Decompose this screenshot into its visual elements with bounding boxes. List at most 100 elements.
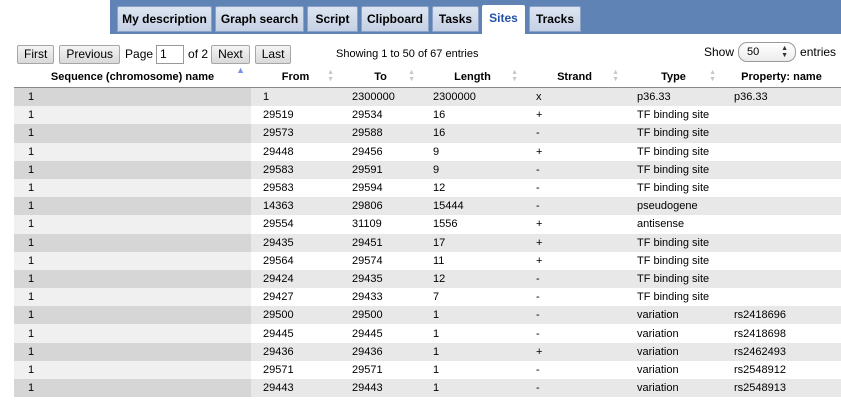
column-header-from[interactable]: From ▲ ▼	[251, 67, 340, 88]
cell-sequence-name: 1	[14, 106, 251, 125]
sites-table: Sequence (chromosome) name ▲ From ▲ ▼ To ▲ ▼ …	[14, 67, 841, 398]
table-header-row: Sequence (chromosome) name ▲ From ▲ ▼ To ▲ ▼ …	[14, 67, 841, 88]
cell-strand: -	[524, 178, 625, 198]
cell-from: 29445	[251, 324, 340, 343]
cell-from: 1	[251, 87, 340, 107]
column-header-label: To	[374, 71, 387, 83]
cell-strand: -	[524, 288, 625, 307]
previous-page-button[interactable]: Previous	[59, 44, 121, 64]
cell-strand: +	[524, 142, 625, 161]
cell-property-name	[722, 251, 841, 270]
cell-from: 29435	[251, 233, 340, 252]
table-row[interactable]: 1 29583 29594 12- TF binding site	[14, 178, 841, 198]
cell-property-name	[722, 233, 841, 252]
table-row[interactable]: 1 1 2300000 2300000 x p36.33 p36.33	[14, 87, 841, 107]
cell-from: 29500	[251, 306, 340, 325]
cell-property-name: p36.33	[722, 87, 841, 107]
tab-graph-search[interactable]: Graph search	[215, 6, 304, 32]
cell-from: 29583	[251, 178, 340, 198]
cell-sequence-name: 1	[14, 142, 251, 161]
column-header-property-name[interactable]: Property: name	[722, 67, 841, 88]
cell-to: 29534	[340, 106, 421, 125]
page-size-value: 50	[747, 46, 760, 58]
cell-to: 29436	[340, 342, 421, 361]
cell-strand: -	[524, 324, 625, 343]
cell-to: 29500	[340, 306, 421, 325]
cell-length: 1	[421, 306, 524, 325]
cell-property-name	[722, 106, 841, 125]
page-size-select[interactable]: 50 ▲ ▼	[738, 42, 797, 62]
column-header-length[interactable]: Length ▲ ▼	[421, 67, 524, 88]
cell-from: 29436	[251, 342, 340, 361]
cell-length: 1	[421, 342, 524, 361]
table-row[interactable]: 1 29573 29588 16- TF binding site	[14, 124, 841, 143]
pagination: First Previous Page of 2 Next Last	[17, 44, 296, 64]
cell-strand: -	[524, 160, 625, 179]
cell-from: 29519	[251, 106, 340, 125]
table-row[interactable]: 1 29436 29436 1 + variation rs2462493	[14, 342, 841, 361]
tab-sites[interactable]: Sites	[482, 5, 525, 34]
sort-icon: ▲ ▼	[511, 69, 518, 83]
tab-tasks[interactable]: Tasks	[432, 6, 479, 32]
next-page-button[interactable]: Next	[211, 44, 250, 64]
cell-strand: -	[524, 197, 625, 216]
cell-length: 11	[421, 251, 524, 270]
tab-my-description[interactable]: My description	[117, 6, 212, 32]
tab-tracks[interactable]: Tracks	[529, 6, 581, 32]
show-label: Show	[704, 45, 735, 59]
table-row[interactable]: 1 29583 29591 9- TF binding site	[14, 160, 841, 179]
cell-from: 29554	[251, 215, 340, 234]
cell-property-name: rs2418698	[722, 324, 841, 343]
cell-sequence-name: 1	[14, 215, 251, 234]
table-row[interactable]: 1 29571 29571 1- variation rs2548912	[14, 360, 841, 379]
cell-from: 29427	[251, 288, 340, 307]
cell-property-name: rs2418696	[722, 306, 841, 325]
cell-type: variation	[625, 324, 722, 343]
page-count: of 2	[188, 47, 209, 61]
last-page-button[interactable]: Last	[254, 44, 292, 64]
cell-property-name	[722, 288, 841, 307]
column-header-sequence-name[interactable]: Sequence (chromosome) name ▲	[14, 67, 251, 88]
table-row[interactable]: 1 29554 31109 1556 + antisense	[14, 215, 841, 234]
page-number-input[interactable]	[156, 44, 185, 64]
cell-type: TF binding site	[625, 124, 722, 143]
column-header-strand[interactable]: Strand ▲ ▼	[524, 67, 625, 88]
column-header-label: Sequence (chromosome) name	[50, 71, 215, 83]
tab-clipboard[interactable]: Clipboard	[361, 6, 429, 32]
cell-sequence-name: 1	[14, 288, 251, 307]
cell-strand: -	[524, 306, 625, 325]
table-row[interactable]: 1 29435 29451 17 + TF binding site	[14, 233, 841, 252]
cell-to: 29574	[340, 251, 421, 270]
table-row[interactable]: 1 29564 29574 11 + TF binding site	[14, 251, 841, 270]
sort-icon: ▲ ▼	[408, 69, 415, 83]
table-row[interactable]: 1 29443 29443 1- variation rs2548913	[14, 379, 841, 398]
table-row[interactable]: 1 14363 29806 15444- pseudogene	[14, 197, 841, 216]
column-header-type[interactable]: Type ▲ ▼	[625, 67, 722, 88]
cell-strand: -	[524, 269, 625, 289]
column-header-label: Type	[661, 71, 686, 83]
cell-property-name: rs2548913	[722, 379, 841, 398]
tab-script[interactable]: Script	[307, 6, 358, 32]
column-header-label: Length	[454, 71, 491, 83]
cell-type: TF binding site	[625, 160, 722, 179]
cell-length: 17	[421, 233, 524, 252]
table-row[interactable]: 1 29448 29456 9 + TF binding site	[14, 142, 841, 161]
cell-to: 29594	[340, 178, 421, 198]
sort-ascending-icon: ▲	[236, 67, 245, 75]
cell-length: 1556	[421, 215, 524, 234]
cell-type: TF binding site	[625, 106, 722, 125]
table-row[interactable]: 1 29500 29500 1- variation rs2418696	[14, 306, 841, 325]
cell-property-name	[722, 197, 841, 216]
first-page-button[interactable]: First	[17, 44, 55, 64]
cell-from: 29564	[251, 251, 340, 270]
cell-to: 29588	[340, 124, 421, 143]
column-header-to[interactable]: To ▲ ▼	[340, 67, 421, 88]
table-row[interactable]: 1 29424 29435 12- TF binding site	[14, 269, 841, 289]
cell-to: 29591	[340, 160, 421, 179]
cell-property-name	[722, 178, 841, 198]
table-row[interactable]: 1 29427 29433 7- TF binding site	[14, 288, 841, 307]
cell-length: 9	[421, 142, 524, 161]
table-row[interactable]: 1 29445 29445 1- variation rs2418698	[14, 324, 841, 343]
table-row[interactable]: 1 29519 29534 16 + TF binding site	[14, 106, 841, 125]
cell-strand: -	[524, 124, 625, 143]
